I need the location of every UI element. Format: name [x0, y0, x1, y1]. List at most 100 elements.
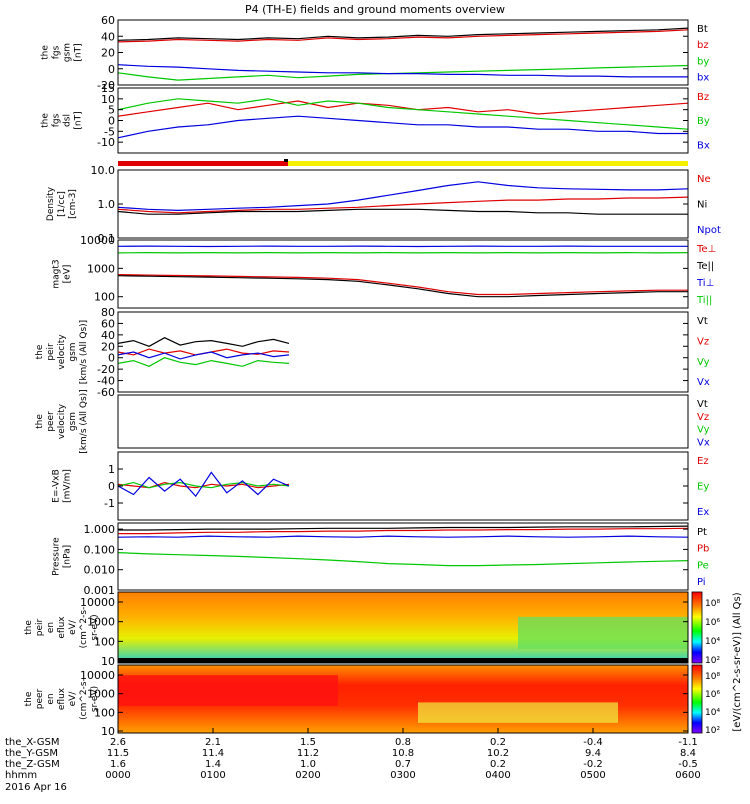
ytick-label-magt3-0: 10000	[80, 234, 115, 247]
status-bar-marker	[284, 159, 288, 162]
legend-fgs_gsm-bx: bx	[697, 72, 709, 83]
xaxis-value-1-2: 11.2	[297, 748, 319, 759]
legend-peir_velocity-Vx: Vx	[697, 377, 710, 388]
panel-frame-pressure	[118, 523, 688, 590]
ytick-label-peir_en_eflux-3: 10	[101, 655, 115, 668]
ylabel-e_vxb-1: [mV/m]	[63, 469, 73, 503]
ylabel-fgs_dsl-2: dsl	[63, 114, 73, 127]
ytick-label-magt3-1: 1000	[87, 262, 115, 275]
xaxis-value-3-2: 0200	[295, 770, 320, 781]
ylabel-fgs_gsm-3: [nT]	[74, 43, 84, 61]
ytick-label-e_vxb-0: 1	[108, 463, 115, 476]
ylabel-pressure-0: Pressure	[52, 537, 62, 576]
xaxis-value-0-5: -0.4	[583, 737, 603, 748]
xaxis-value-2-2: 1.0	[300, 759, 316, 770]
ytick-label-fgs_gsm-3: 0	[108, 63, 115, 76]
series-fgs_dsl-Bx	[118, 116, 688, 138]
ylabel-peer_velocity-4: [km/s (All Qs)]	[79, 389, 89, 453]
colorbar-tick-1-3: 10²	[705, 726, 720, 736]
xaxis-value-0-0: 2.6	[110, 737, 126, 748]
xaxis-value-2-0: 1.6	[110, 759, 126, 770]
panel-frame-magt3	[118, 240, 688, 308]
colorbar-tick-1-2: 10⁴	[705, 708, 720, 718]
legend-peir_velocity-Vz: Vz	[697, 336, 709, 347]
ylabel-magt3-0: magt3	[52, 259, 62, 288]
series-pressure-Pi	[118, 536, 688, 537]
series-pressure-Pe	[118, 553, 688, 566]
legend-peer_velocity-Vy: Vy	[697, 425, 710, 436]
ytick-label-density-1: 1.0	[98, 198, 116, 211]
panel-frame-fgs_dsl	[118, 88, 688, 153]
ytick-label-peir_velocity-7: -60	[97, 386, 115, 399]
ytick-label-density-0: 10.0	[91, 164, 116, 177]
date-label: 2016 Apr 16	[5, 782, 67, 793]
panel-frame-peer_velocity	[118, 395, 688, 448]
xaxis-value-1-1: 11.4	[202, 748, 224, 759]
legend-magt3-Te||: Te||	[696, 261, 714, 272]
series-fgs_gsm-by	[118, 66, 688, 81]
xaxis-value-2-5: -0.2	[583, 759, 603, 770]
ylabel-fgs_dsl-3: [nT]	[74, 111, 84, 129]
status-bar-yellow	[288, 161, 688, 166]
xaxis-value-1-6: 8.4	[680, 748, 696, 759]
ylabel-fgs_dsl-1: fgs	[52, 113, 62, 127]
ylabel-peer_en_eflux-2: en	[46, 693, 56, 704]
ytick-label-peer_en_eflux-0: 10000	[80, 669, 115, 682]
legend-pressure-Pi: Pi	[697, 577, 706, 588]
legend-magt3-Te⊥: Te⊥	[696, 244, 716, 255]
ylabel-peir_velocity-4: [km/s (All Qs)]	[79, 320, 89, 384]
xaxis-value-3-1: 0100	[200, 770, 225, 781]
legend-fgs_gsm-bz: bz	[697, 40, 709, 51]
legend-density-Ni: Ni	[697, 200, 707, 211]
xaxis-row-label-1: the_Y-GSM	[5, 748, 58, 759]
ylabel-peir_en_eflux-0: the	[24, 620, 34, 635]
legend-peer_velocity-Vx: Vx	[697, 437, 710, 448]
ylabel-peer_velocity-0: the	[35, 414, 45, 429]
colorbar-1	[692, 665, 702, 733]
panel-frame-fgs_gsm	[118, 20, 688, 85]
ytick-label-peir_en_eflux-0: 10000	[80, 596, 115, 609]
colorbar-tick-0-2: 10⁴	[705, 637, 720, 647]
xaxis-value-3-0: 0000	[105, 770, 130, 781]
legend-density-Npot: Npot	[697, 225, 721, 236]
plot-title: P4 (TH-E) fields and ground moments over…	[245, 3, 505, 16]
legend-density-Ne: Ne	[697, 174, 711, 185]
ytick-label-peer_en_eflux-2: 100	[94, 706, 115, 719]
ylabel-peir_en_eflux-2: en	[46, 622, 56, 633]
panel-frame-peir_velocity	[118, 312, 688, 392]
ylabel-peir_velocity-3: gsm	[68, 342, 78, 361]
ytick-label-peer_en_eflux-1: 1000	[87, 688, 115, 701]
ylabel-fgs_gsm-0: the	[41, 45, 51, 60]
xaxis-value-0-2: 1.5	[300, 737, 316, 748]
legend-peir_velocity-Vt: Vt	[697, 316, 708, 327]
spectrogram-region-red	[118, 675, 338, 706]
spectrogram-lowband	[118, 658, 688, 663]
xaxis-value-1-0: 11.5	[107, 748, 129, 759]
series-magt3-Te||	[118, 276, 688, 297]
ylabel-peir_velocity-1: peir	[46, 343, 56, 361]
ytick-label-peir_en_eflux-1: 1000	[87, 616, 115, 629]
xaxis-value-1-4: 10.2	[487, 748, 509, 759]
legend-fgs_dsl-Bx: Bx	[697, 140, 710, 151]
legend-magt3-Ti||: Ti||	[696, 295, 712, 306]
colorbar-tick-0-1: 10⁶	[705, 618, 720, 628]
ylabel-peir_en_eflux-1: peir	[35, 618, 45, 636]
ytick-label-pressure-0: 1.000	[84, 523, 116, 536]
series-peir_velocity-Vy	[118, 358, 289, 367]
colorbar-tick-0-0: 10⁸	[705, 599, 720, 609]
ytick-label-fgs_gsm-0: 60	[101, 14, 115, 27]
legend-peir_velocity-Vy: Vy	[697, 357, 710, 368]
xaxis-value-2-6: -0.5	[678, 759, 698, 770]
ylabel-fgs_dsl-0: the	[41, 113, 51, 128]
series-e_vxb-Ex	[118, 472, 289, 496]
ylabel-magt3-1: [eV]	[63, 265, 73, 284]
legend-peer_velocity-Vt: Vt	[697, 399, 708, 410]
xaxis-value-0-1: 2.1	[205, 737, 221, 748]
ylabel-peer_en_eflux-1: peer	[35, 688, 45, 709]
ylabel-e_vxb-0: E=-VxB	[52, 469, 62, 503]
ylabel-pressure-1: [nPa]	[63, 545, 73, 568]
panel-frame-density	[118, 170, 688, 238]
spectrogram-region-yellow	[418, 702, 618, 722]
ylabel-density-2: [cm-3]	[68, 189, 78, 219]
colorbar-tick-1-1: 10⁶	[705, 690, 720, 700]
